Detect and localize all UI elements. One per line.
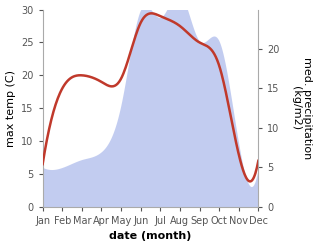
Y-axis label: med. precipitation
(kg/m2): med. precipitation (kg/m2) — [291, 57, 313, 159]
X-axis label: date (month): date (month) — [109, 231, 192, 242]
Y-axis label: max temp (C): max temp (C) — [5, 70, 16, 147]
